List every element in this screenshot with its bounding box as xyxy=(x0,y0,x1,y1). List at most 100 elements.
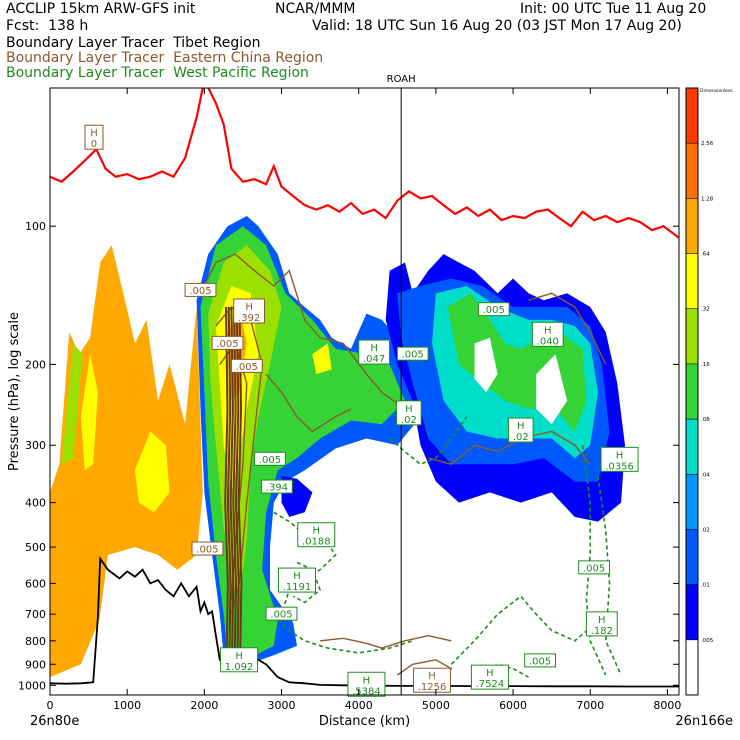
eastern-china-contour-5 xyxy=(428,430,591,465)
contour-label-box xyxy=(233,298,266,324)
eastern-china-core-3 xyxy=(229,306,235,653)
tracer-label-eastern-china: Boundary Layer Tracer Eastern China Regi… xyxy=(6,50,324,66)
contour-label-value: .005 xyxy=(402,350,424,361)
colorbar-level-4: .04 xyxy=(701,472,710,478)
west-pacific-contour-1 xyxy=(273,511,337,615)
contour-label-24: H.02 xyxy=(507,417,534,443)
colorbar-title: Dimensionless xyxy=(700,88,733,94)
contour-label-box xyxy=(507,417,534,443)
contour-label-box xyxy=(347,671,386,697)
colorbar-level-7: .32 xyxy=(701,307,710,313)
eastern-china-core-4 xyxy=(232,306,238,653)
colorbar-level-2: .01 xyxy=(701,583,710,589)
contour-label-high: H xyxy=(90,128,98,139)
contour-label-high: H xyxy=(517,421,525,432)
eastern-china-core-6 xyxy=(237,306,243,653)
contour-label-21: H.040 xyxy=(531,321,564,347)
contour-label-box xyxy=(184,282,217,297)
y-tick-label-700: 700 xyxy=(25,608,46,621)
contour-label-high: H xyxy=(293,571,301,582)
colorbar-swatch-5 xyxy=(686,419,698,475)
west-pacific-contour-7 xyxy=(389,416,468,466)
y-tick-label-200: 200 xyxy=(25,358,46,371)
west-pacific-contour-2 xyxy=(292,561,322,604)
contour-labels: H0.005H.392.005.005.005.394H.0188.005H.1… xyxy=(84,124,639,697)
contour-label-7: .394 xyxy=(261,479,293,494)
contour-label-box xyxy=(254,451,286,466)
colorbar-swatch-11 xyxy=(686,88,698,144)
colorbar-level-6: .16 xyxy=(701,362,710,368)
contour-label-12: H1.092 xyxy=(220,647,259,673)
contour-label-15: H.7524 xyxy=(470,664,509,690)
x-tick-label-4000: 4000 xyxy=(345,699,373,712)
contour-label-20: .005 xyxy=(477,302,510,317)
y-tick-label-1000: 1000 xyxy=(18,679,46,692)
contour-label-value: .005 xyxy=(583,563,605,574)
colorbar-swatch-7 xyxy=(686,308,698,364)
contour-label-3: H.392 xyxy=(233,298,266,324)
contour-label-4: .005 xyxy=(211,335,244,350)
contour-label-value: .02 xyxy=(513,432,529,443)
contour-label-box xyxy=(585,611,618,637)
y-tick-label-400: 400 xyxy=(25,497,46,510)
y-tick-label-600: 600 xyxy=(25,577,46,590)
tracer-label-west-pacific: Boundary Layer Tracer West Pacific Regio… xyxy=(6,65,309,81)
west-pacific-contour-3 xyxy=(273,613,413,654)
eastern-china-core-2 xyxy=(226,306,232,653)
eastern-china-contour-4 xyxy=(265,373,352,433)
x-tick-label-7000: 7000 xyxy=(576,699,604,712)
center-label: NCAR/MMM xyxy=(275,1,356,17)
contour-label-19: H.0356 xyxy=(600,446,639,472)
contour-label-14: H.1256 xyxy=(413,667,452,693)
colorbar-swatch-10 xyxy=(686,143,698,199)
y-axis-label: Pressure (hPa), log scale xyxy=(7,312,22,471)
contour-label-high: H xyxy=(363,675,371,686)
x-tick-label-3000: 3000 xyxy=(268,699,296,712)
contour-label-value: .005 xyxy=(216,339,238,350)
eastern-china-core-5 xyxy=(234,306,240,653)
eastern-china-contour-1 xyxy=(199,253,421,410)
init-time: Init: 00 UTC Tue 11 Aug 20 xyxy=(520,1,707,17)
contour-label-value: .040 xyxy=(537,336,559,347)
contour-label-16: .005 xyxy=(524,653,556,668)
contour-label-value: .005 xyxy=(529,656,551,667)
y-tick-label-300: 300 xyxy=(25,439,46,452)
contour-label-9: .005 xyxy=(191,541,224,556)
colorbar-swatch-2 xyxy=(686,584,698,640)
contour-label-box xyxy=(277,567,316,593)
contour-label-value: .005 xyxy=(196,545,218,556)
contour-label-value: .005 xyxy=(236,362,258,373)
colorbar-swatch-1 xyxy=(686,639,698,695)
contour-label-value: .394 xyxy=(266,483,288,494)
contour-label-box xyxy=(413,667,452,693)
colorbar-swatch-4 xyxy=(686,474,698,530)
colorbar-level-5: .08 xyxy=(701,417,710,423)
contour-label-value: .0188 xyxy=(302,537,331,548)
colorbar-level-3: .02 xyxy=(701,527,710,533)
colorbar-swatch-9 xyxy=(686,198,698,254)
eastern-china-core-1 xyxy=(224,306,229,653)
colorbar-level-1: .005 xyxy=(701,638,714,644)
contour-label-value: .005 xyxy=(483,305,505,316)
y-tick-label-900: 900 xyxy=(25,658,46,671)
contour-label-high: H xyxy=(405,404,413,415)
contour-label-high: H xyxy=(370,343,378,354)
contour-label-value: .1191 xyxy=(283,582,312,593)
colorbar: .005 .01 .02 .04 .08 .16 .32 .64 1.28 2.56 Dimensi… xyxy=(685,87,733,696)
contour-label-5: .005 xyxy=(230,358,263,373)
contour-label-box xyxy=(261,479,293,494)
contour-label-6: .005 xyxy=(254,451,286,466)
contour-label-high: H xyxy=(486,668,494,679)
contour-label-high: H xyxy=(544,325,552,336)
contour-label-value: .1256 xyxy=(418,682,447,693)
roah-marker-label: ROAH xyxy=(387,74,416,85)
contour-label-17: H.182 xyxy=(585,611,618,637)
colorbar-swatch-3 xyxy=(686,529,698,585)
contour-label-value: 1.092 xyxy=(225,662,254,673)
contour-label-box xyxy=(230,358,263,373)
contour-label-2: .005 xyxy=(184,282,217,297)
contour-label-high: H xyxy=(598,615,606,626)
west-pacific-contour-4 xyxy=(450,595,591,665)
